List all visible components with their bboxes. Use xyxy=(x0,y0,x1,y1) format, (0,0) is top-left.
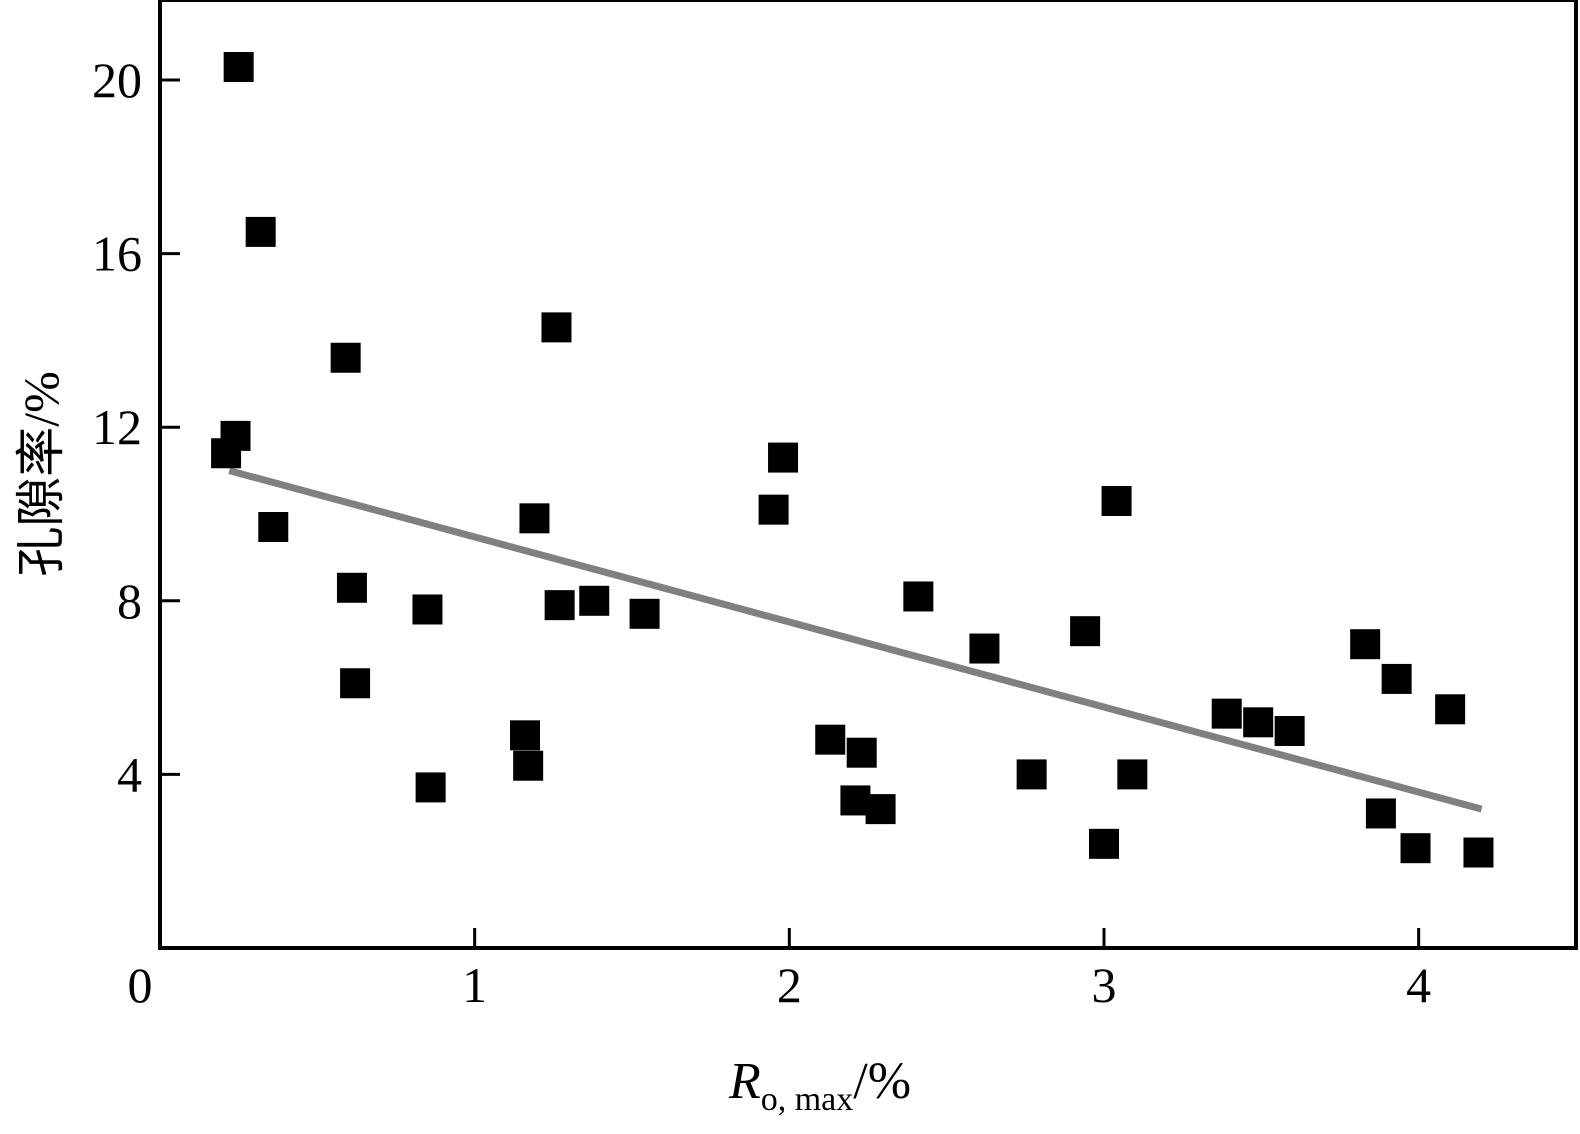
x-tick-label: 2 xyxy=(777,957,802,1013)
data-point xyxy=(1101,485,1132,516)
data-point xyxy=(340,668,371,699)
data-point xyxy=(1016,759,1047,790)
origin-label: 0 xyxy=(128,957,153,1013)
data-point xyxy=(220,420,251,451)
trendline-layer xyxy=(228,467,1483,813)
y-axis-label: 孔隙率/% xyxy=(13,371,69,577)
y-tick-label: 20 xyxy=(92,52,142,108)
y-tick-label: 12 xyxy=(92,399,142,455)
data-point xyxy=(510,720,541,751)
data-point xyxy=(1350,629,1381,660)
data-point xyxy=(1365,798,1396,829)
data-point xyxy=(579,585,610,616)
y-tick-label: 4 xyxy=(117,746,142,802)
plot-frame xyxy=(158,0,1578,950)
data-point xyxy=(969,633,1000,664)
data-point xyxy=(412,594,443,625)
data-point xyxy=(336,572,367,603)
x-tick-label: 3 xyxy=(1092,957,1117,1013)
data-point xyxy=(1211,698,1242,729)
data-point xyxy=(245,216,276,247)
x-tick-label: 4 xyxy=(1406,957,1431,1013)
data-point xyxy=(1243,707,1274,738)
data-point xyxy=(840,785,871,816)
data-point xyxy=(758,494,789,525)
data-point xyxy=(519,503,550,534)
x-axis-label-main: R xyxy=(728,1053,761,1110)
points-layer xyxy=(211,51,1494,868)
data-point xyxy=(541,312,572,343)
data-point xyxy=(415,772,446,803)
x-tick-label: 1 xyxy=(462,957,487,1013)
data-point xyxy=(1089,828,1119,859)
data-point xyxy=(1274,716,1305,746)
data-point xyxy=(903,581,934,612)
data-point xyxy=(815,724,846,755)
data-point xyxy=(330,342,361,373)
data-point xyxy=(223,51,254,82)
data-point xyxy=(768,442,799,473)
y-tick-label: 16 xyxy=(92,226,142,282)
x-axis-label-unit: /% xyxy=(853,1053,911,1110)
data-point xyxy=(1463,837,1494,868)
y-ticks: 4 8 12 16 20 xyxy=(92,52,180,802)
data-point xyxy=(1117,759,1148,790)
data-point xyxy=(513,750,544,781)
data-point xyxy=(544,590,575,621)
data-point xyxy=(629,598,660,629)
x-axis-label-sub: o, max xyxy=(761,1081,854,1118)
x-ticks: 1 2 3 4 xyxy=(462,928,1431,1013)
data-point xyxy=(1070,616,1101,647)
trendline xyxy=(228,467,1483,813)
y-tick-label: 8 xyxy=(117,573,142,629)
data-point xyxy=(1400,833,1431,864)
x-axis-label: Ro, max/% xyxy=(728,1053,911,1118)
data-point xyxy=(865,794,896,825)
data-point xyxy=(1381,663,1412,694)
data-point xyxy=(258,512,289,543)
data-point xyxy=(846,737,877,768)
data-point xyxy=(1435,694,1466,725)
